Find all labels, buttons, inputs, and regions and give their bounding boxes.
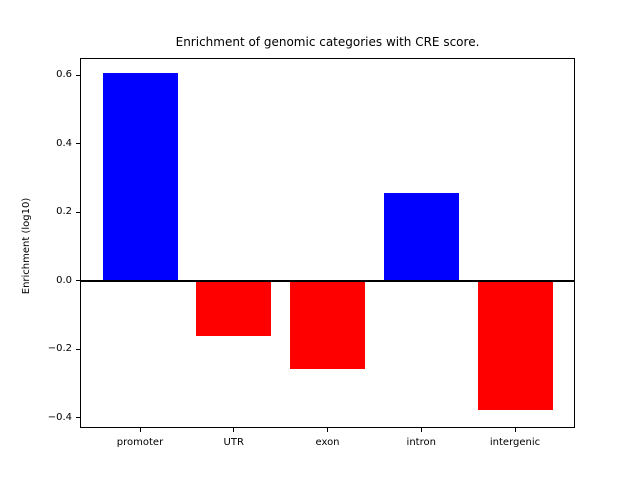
x-tick-label-UTR: UTR [223,437,244,448]
y-tick-mark [76,74,80,76]
bar-promoter [102,73,178,281]
bar-UTR [196,280,272,337]
x-tick-mark [139,428,141,432]
y-tick-label: −0.2 [47,343,72,355]
x-tick-label-promoter: promoter [116,437,164,448]
x-tick-mark [420,428,422,432]
y-tick-label: −0.4 [47,411,72,423]
bar-intron [383,192,459,281]
x-tick-mark [327,428,328,432]
y-tick-label: 0.2 [56,206,72,218]
x-tick-label-exon: exon [315,437,340,448]
x-tick-label-intergenic: intergenic [489,437,541,448]
y-tick-mark [76,143,80,145]
plot-area: 0.6 0.4 0.2 0.0 −0.2 −0.4 promoter UTR exon intro… [48,58,575,448]
y-tick-mark [76,348,80,350]
zero-line [80,279,575,282]
y-tick-mark [76,417,80,419]
x-tick-mark [233,428,235,432]
x-tick-mark [514,428,516,432]
y-tick-label: 0.4 [56,137,72,149]
bar-intergenic [477,280,553,411]
chart-title: Enrichment of genomic categories with CR… [175,35,480,49]
y-tick-mark [76,280,80,282]
x-tick-label-intron: intron [406,437,436,448]
y-tick-mark [76,211,80,213]
y-tick-label: 0.0 [56,274,72,286]
bar-exon [290,280,365,370]
y-tick-label: 0.6 [56,69,72,81]
